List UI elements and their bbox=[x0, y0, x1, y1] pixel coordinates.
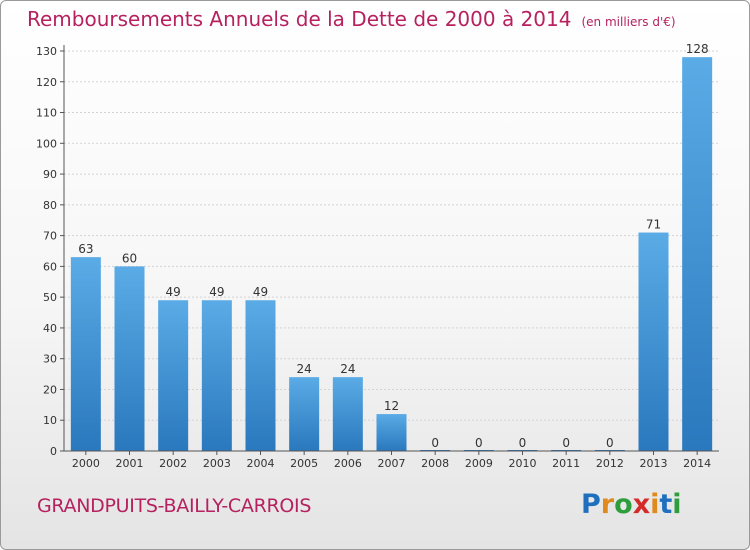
y-tick-label: 0 bbox=[50, 445, 57, 458]
value-label-2004: 49 bbox=[253, 285, 268, 299]
y-tick-label: 20 bbox=[43, 383, 57, 396]
y-tick-label: 60 bbox=[43, 260, 57, 273]
value-label-2009: 0 bbox=[475, 436, 483, 450]
chart-subtitle: (en milliers d'€) bbox=[581, 15, 676, 29]
value-label-2007: 12 bbox=[384, 399, 399, 413]
chart-title-text: Remboursements Annuels de la Dette de 20… bbox=[27, 7, 572, 31]
y-tick-label: 30 bbox=[43, 353, 57, 366]
bar-2000 bbox=[70, 257, 101, 451]
x-tick-label-2005: 2005 bbox=[290, 457, 318, 470]
value-label-2014: 128 bbox=[686, 42, 709, 56]
proxiti-logo[interactable]: Proxiti bbox=[581, 489, 682, 520]
x-tick-label-2009: 2009 bbox=[465, 457, 493, 470]
logo-letter: x bbox=[632, 489, 651, 520]
bar-2004 bbox=[245, 300, 276, 451]
x-tick-label-2010: 2010 bbox=[509, 457, 537, 470]
y-tick-label: 70 bbox=[43, 230, 57, 243]
value-label-2010: 0 bbox=[519, 436, 527, 450]
y-tick-label: 130 bbox=[36, 45, 57, 58]
bar-2005 bbox=[289, 377, 320, 451]
x-tick-label-2012: 2012 bbox=[596, 457, 624, 470]
y-tick-label: 80 bbox=[43, 199, 57, 212]
logo-letter: o bbox=[614, 489, 633, 520]
value-label-2012: 0 bbox=[606, 436, 614, 450]
y-tick-label: 10 bbox=[43, 414, 57, 427]
x-tick-label-2001: 2001 bbox=[116, 457, 144, 470]
x-tick-label-2013: 2013 bbox=[640, 457, 668, 470]
chart-title: Remboursements Annuels de la Dette de 20… bbox=[27, 7, 676, 31]
x-tick-label-2011: 2011 bbox=[552, 457, 580, 470]
logo-letter: t bbox=[659, 489, 673, 520]
x-tick-label-2000: 2000 bbox=[72, 457, 100, 470]
x-tick-label-2003: 2003 bbox=[203, 457, 231, 470]
logo-letter: i bbox=[650, 489, 660, 520]
bar-2001 bbox=[114, 266, 145, 451]
value-label-2008: 0 bbox=[431, 436, 439, 450]
y-tick-label: 50 bbox=[43, 291, 57, 304]
y-tick-label: 120 bbox=[36, 76, 57, 89]
bar-2007 bbox=[376, 414, 407, 451]
value-label-2000: 63 bbox=[78, 242, 93, 256]
bar-2013 bbox=[638, 232, 669, 451]
value-label-2002: 49 bbox=[166, 285, 181, 299]
x-tick-label-2002: 2002 bbox=[159, 457, 187, 470]
x-tick-label-2014: 2014 bbox=[683, 457, 711, 470]
y-tick-label: 100 bbox=[36, 137, 57, 150]
y-tick-label: 110 bbox=[36, 107, 57, 120]
x-axis: 2000 2001 2002 2003 2004 2005 2006 2007 2008 2009… bbox=[64, 450, 719, 470]
bar-2014 bbox=[682, 57, 713, 452]
value-label-2003: 49 bbox=[209, 285, 224, 299]
bars: 63 60 49 49 49 24 24 12 0 0 0 0 0 71 128 bbox=[70, 42, 713, 452]
x-tick-label-2006: 2006 bbox=[334, 457, 362, 470]
logo-letter: i bbox=[672, 489, 682, 520]
y-tick-label: 40 bbox=[43, 322, 57, 335]
logo-letter: r bbox=[600, 489, 615, 520]
logo-letter: P bbox=[581, 489, 601, 520]
value-label-2005: 24 bbox=[297, 362, 312, 376]
x-tick-label-2007: 2007 bbox=[378, 457, 406, 470]
value-label-2011: 0 bbox=[562, 436, 570, 450]
x-tick-label-2008: 2008 bbox=[421, 457, 449, 470]
bar-2006 bbox=[332, 377, 363, 451]
x-tick-label-2004: 2004 bbox=[247, 457, 275, 470]
value-label-2006: 24 bbox=[340, 362, 355, 376]
value-label-2013: 71 bbox=[646, 218, 661, 232]
y-axis: 0 10 20 30 40 50 60 70 80 90 100 110 120 130 bbox=[36, 45, 65, 458]
y-tick-label: 90 bbox=[43, 168, 57, 181]
value-label-2001: 60 bbox=[122, 251, 137, 265]
commune-name: GRANDPUITS-BAILLY-CARROIS bbox=[37, 495, 312, 517]
bar-2003 bbox=[201, 300, 232, 451]
bar-2002 bbox=[158, 300, 189, 451]
